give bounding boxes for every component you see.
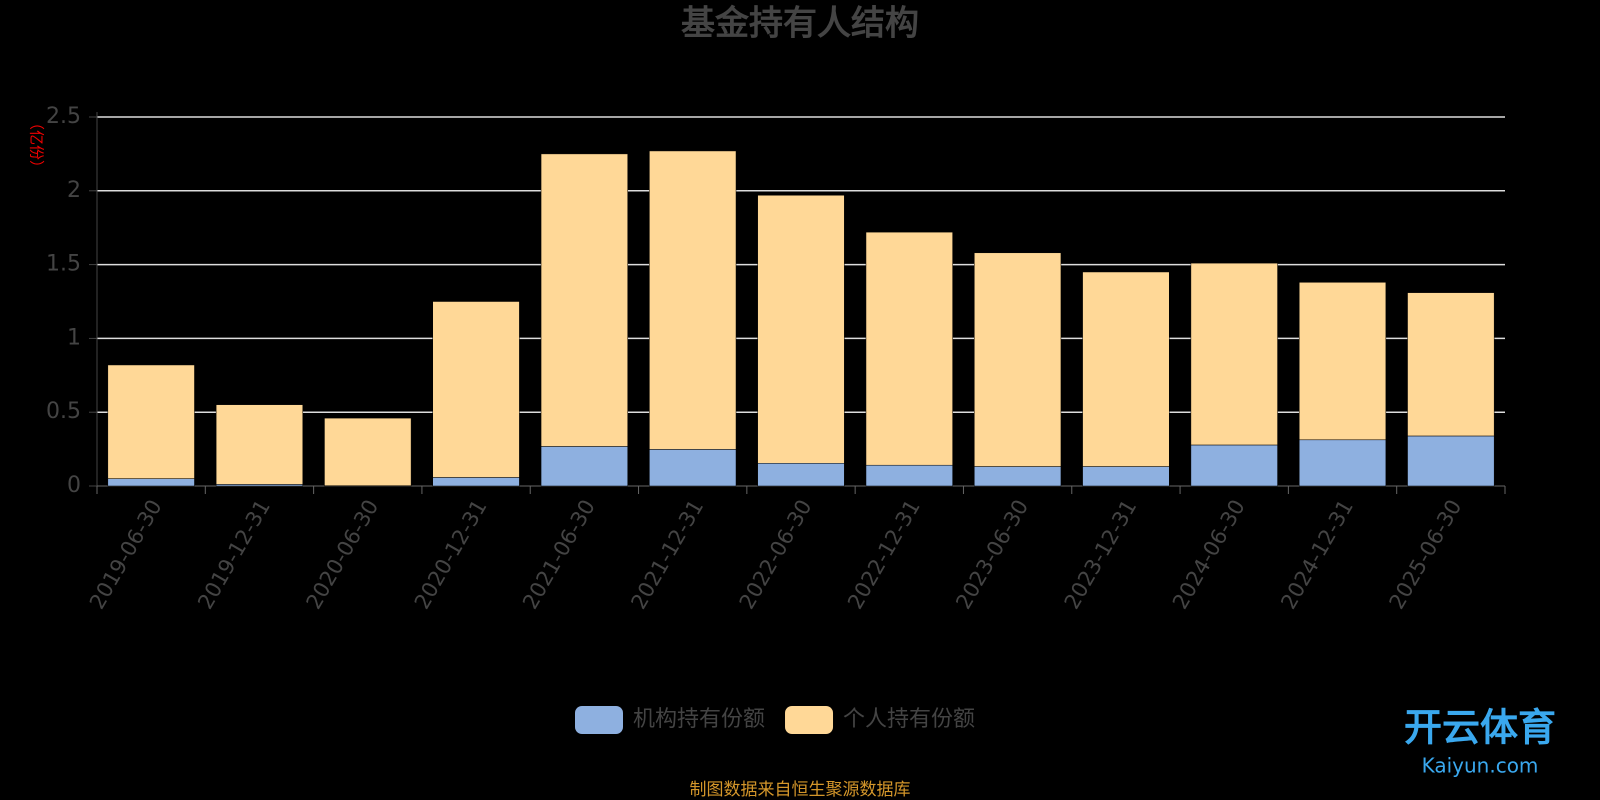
x-tick-label: 2023-06-30 bbox=[951, 496, 1033, 614]
legend-swatch bbox=[575, 706, 623, 734]
bar-segment bbox=[1298, 439, 1387, 487]
bar-segment bbox=[1190, 444, 1278, 487]
x-tick-label: 2019-12-31 bbox=[193, 496, 275, 614]
x-tick-label: 2025-06-30 bbox=[1385, 496, 1467, 614]
x-tick-label: 2022-12-31 bbox=[843, 496, 925, 614]
x-tick-label: 2023-12-31 bbox=[1060, 496, 1142, 614]
bar-segment bbox=[540, 153, 628, 447]
legend-label: 个人持有份额 bbox=[843, 707, 975, 732]
x-tick-label: 2020-12-31 bbox=[410, 496, 492, 614]
y-tick-label: 2.5 bbox=[46, 104, 81, 129]
x-tick-label: 2020-06-30 bbox=[301, 496, 383, 614]
bar-segment bbox=[1082, 271, 1170, 467]
y-axis-label: （亿份） bbox=[28, 115, 46, 175]
legend-swatch bbox=[785, 706, 834, 734]
x-tick-label: 2022-06-30 bbox=[735, 496, 817, 614]
source-note: 制图数据来自恒生聚源数据库 bbox=[690, 780, 911, 800]
y-tick-label: 1.5 bbox=[46, 252, 81, 277]
bar-segment bbox=[1082, 466, 1170, 487]
bar-segment bbox=[865, 231, 953, 466]
legend-label: 机构持有份额 bbox=[633, 707, 765, 732]
bar-segment bbox=[432, 301, 520, 478]
bar-segment bbox=[1298, 282, 1387, 441]
bar-segment bbox=[107, 364, 195, 479]
bar-segment bbox=[649, 449, 737, 487]
x-tick-label: 2024-06-30 bbox=[1168, 496, 1250, 614]
y-tick-label: 1 bbox=[67, 325, 81, 350]
y-tick-label: 2 bbox=[67, 178, 81, 203]
chart-title: 基金持有人结构 bbox=[681, 4, 919, 44]
watermark: 开云体育 bbox=[1404, 706, 1556, 750]
watermark: Kaiyun.com bbox=[1422, 754, 1539, 778]
y-tick-label: 0 bbox=[67, 473, 81, 498]
x-tick-label: 2019-06-30 bbox=[85, 496, 167, 614]
bar-segment bbox=[540, 446, 628, 487]
bar-segment bbox=[432, 477, 520, 487]
y-tick-label: 0.5 bbox=[46, 399, 81, 424]
bar-segment bbox=[757, 194, 845, 464]
bar-segment bbox=[974, 252, 1062, 467]
x-tick-label: 2024-12-31 bbox=[1276, 496, 1358, 614]
bar-segment bbox=[865, 464, 953, 487]
bar-segment bbox=[215, 404, 304, 485]
x-tick-label: 2021-12-31 bbox=[626, 496, 708, 614]
bar-segment bbox=[1190, 262, 1278, 446]
bar-segment bbox=[107, 478, 195, 487]
bar-segment bbox=[1407, 292, 1495, 437]
bar-segment bbox=[757, 463, 845, 487]
bar-segment bbox=[974, 466, 1062, 487]
x-tick-label: 2021-06-30 bbox=[518, 496, 600, 614]
bar-segment bbox=[324, 417, 412, 486]
bar-segment bbox=[649, 150, 737, 450]
bar-segment bbox=[1407, 435, 1495, 487]
